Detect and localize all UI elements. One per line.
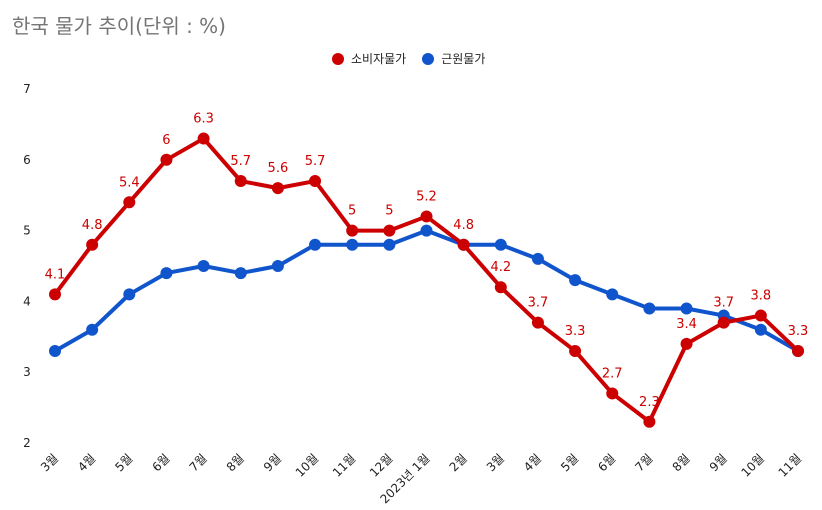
data-label: 4.8	[82, 218, 103, 233]
x-tick-label: 7월	[187, 451, 210, 474]
data-label: 5.7	[305, 154, 326, 169]
data-point	[197, 132, 210, 145]
data-label: 5	[385, 204, 393, 219]
data-point	[346, 238, 359, 251]
data-point	[494, 281, 507, 294]
series-line-0	[53, 136, 800, 424]
x-tick-label: 12월	[367, 451, 396, 480]
legend-item-core[interactable]: 근원물가	[422, 50, 485, 67]
x-tick-label: 10월	[293, 451, 322, 480]
x-tick-label: 10월	[738, 451, 767, 480]
x-tick-label: 4월	[75, 451, 98, 474]
legend-item-cpi[interactable]: 소비자물가	[332, 50, 406, 67]
data-point	[531, 316, 544, 329]
legend: 소비자물가 근원물가	[332, 50, 485, 67]
data-label: 3.3	[788, 324, 809, 339]
data-point	[531, 252, 544, 265]
legend-label-cpi: 소비자물가	[351, 52, 407, 66]
data-label: 3.8	[751, 289, 772, 304]
data-point	[49, 344, 61, 357]
y-tick-label: 6	[23, 153, 31, 167]
data-point	[754, 309, 767, 322]
data-point	[420, 224, 433, 237]
data-point	[606, 387, 619, 400]
data-label: 4.8	[453, 218, 474, 233]
data-point	[123, 288, 136, 301]
y-tick-label: 7	[23, 82, 31, 96]
data-label: 5	[348, 204, 356, 219]
x-tick-label: 6월	[149, 451, 172, 474]
data-point	[569, 344, 582, 357]
data-label: 2.7	[602, 366, 623, 381]
x-tick-label: 8월	[224, 451, 247, 474]
x-tick-label: 3월	[38, 451, 61, 474]
data-label: 5.4	[119, 175, 140, 190]
data-point	[383, 224, 396, 237]
chart-title: 한국 물가 추이(단위 : %)	[12, 14, 226, 38]
data-point	[717, 316, 730, 329]
data-point	[234, 175, 247, 188]
x-tick-label: 5월	[558, 451, 581, 474]
data-point	[680, 302, 693, 315]
data-label: 6	[162, 133, 170, 148]
data-point	[234, 267, 247, 280]
data-point	[160, 267, 173, 280]
x-tick-label: 8월	[670, 451, 693, 474]
series-line-1	[54, 228, 799, 353]
legend-label-core: 근원물가	[441, 52, 486, 66]
data-point	[680, 337, 693, 350]
data-label: 3.4	[676, 317, 697, 332]
data-label: 4.1	[45, 267, 66, 282]
data-point	[420, 210, 433, 223]
x-tick-label: 9월	[707, 451, 730, 474]
x-tick-label: 11월	[776, 451, 805, 480]
x-tick-label: 3월	[484, 451, 507, 474]
data-label: 5.6	[268, 161, 289, 176]
data-point	[643, 415, 656, 428]
data-label: 4.2	[490, 260, 511, 275]
legend-marker-core	[422, 52, 435, 65]
x-tick-label: 6월	[595, 451, 618, 474]
data-label: 5.2	[416, 189, 437, 204]
data-point	[606, 288, 619, 301]
data-point	[271, 182, 284, 195]
data-point	[49, 288, 61, 301]
x-tick-label: 7월	[632, 451, 655, 474]
x-tick-label: 2월	[447, 451, 470, 474]
data-point	[754, 323, 767, 336]
data-point	[197, 260, 210, 272]
data-label: 3.7	[528, 296, 549, 311]
data-label: 3.3	[565, 324, 586, 339]
y-tick-label: 4	[23, 294, 31, 308]
data-point	[457, 238, 470, 251]
data-point	[309, 238, 322, 251]
x-tick-label: 4월	[521, 451, 544, 474]
y-tick-label: 5	[23, 224, 31, 238]
data-label: 3.7	[713, 296, 734, 311]
legend-marker-cpi	[332, 52, 344, 65]
data-label: 2.3	[639, 395, 660, 410]
data-point	[643, 302, 656, 315]
y-tick-label: 2	[23, 436, 31, 450]
data-point	[123, 196, 136, 209]
x-tick-label: 11월	[330, 451, 359, 480]
data-point	[792, 344, 804, 357]
data-point	[309, 175, 322, 188]
data-point	[494, 238, 507, 251]
x-tick-label: 9월	[261, 451, 284, 474]
data-point	[86, 323, 99, 336]
data-point	[383, 238, 396, 251]
data-point	[346, 224, 359, 237]
data-point	[86, 238, 99, 251]
data-point	[160, 153, 173, 166]
data-point	[271, 260, 284, 272]
data-point	[569, 274, 582, 287]
data-label: 5.7	[230, 154, 251, 169]
data-label: 6.3	[193, 112, 214, 127]
y-tick-label: 3	[23, 365, 31, 379]
x-tick-label: 5월	[112, 451, 135, 474]
